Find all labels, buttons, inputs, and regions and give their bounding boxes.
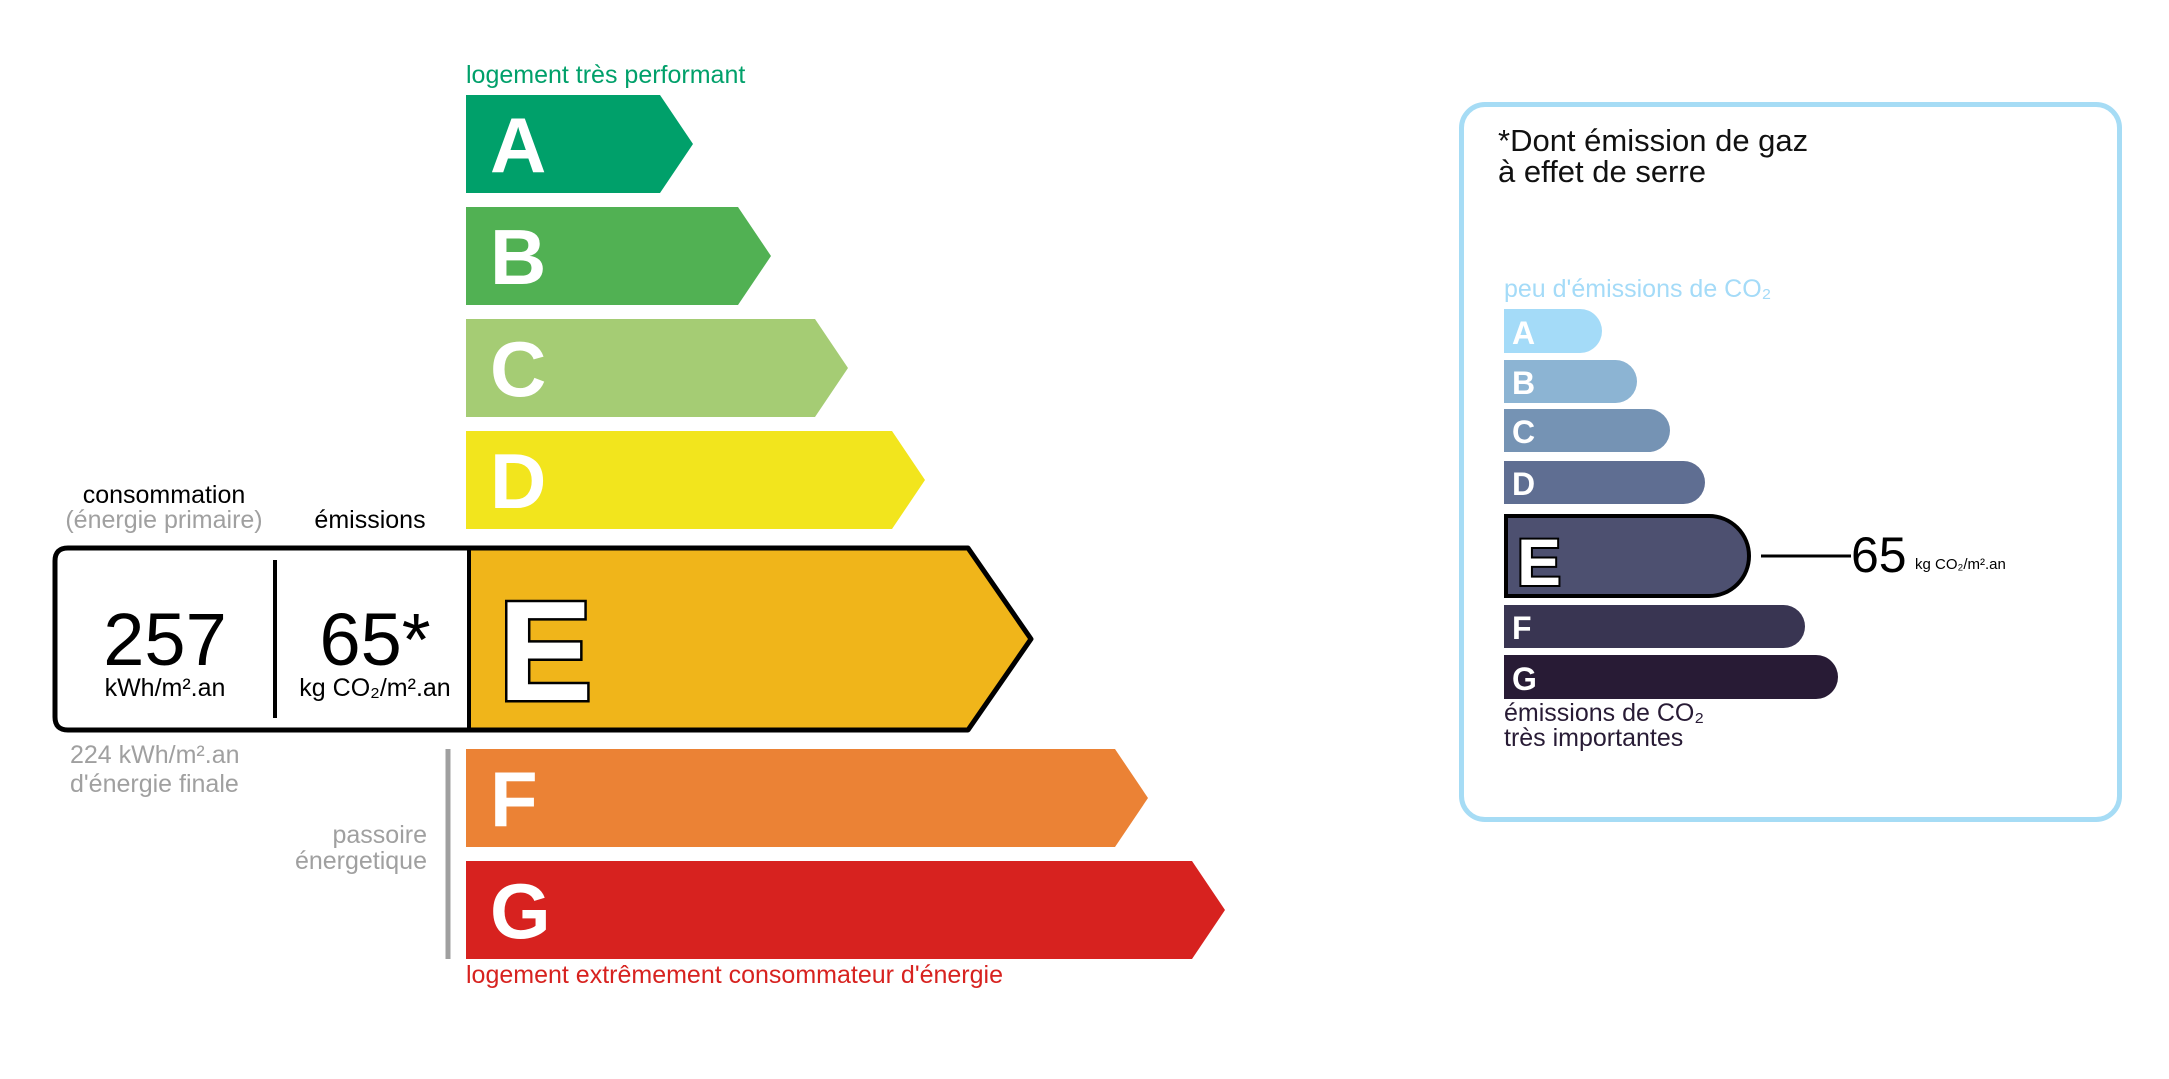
passoire-label-1: passoire (332, 821, 428, 849)
energy-bar-a (466, 95, 693, 193)
ges-unit: kg CO₂/m².an (1915, 556, 2006, 573)
energy-bar-g (466, 861, 1225, 959)
energy-letter-c: C (490, 325, 546, 413)
ges-letter-f: F (1512, 610, 1532, 646)
emissions-unit: kg CO₂/m².an (299, 674, 451, 702)
current-class-outline (52, 545, 1034, 733)
ges-bar-c (1504, 409, 1670, 452)
consumption-unit: kWh/m².an (104, 674, 226, 702)
ges-title-2: à effet de serre (1498, 154, 1706, 189)
ges-letter-a: A (1512, 315, 1535, 351)
energy-bottom-label: logement extrêmement consommateur d'éner… (466, 961, 1003, 989)
energy-letter-f: F (490, 755, 538, 843)
energy-bar-b (466, 207, 771, 305)
emissions-label: émissions (314, 506, 426, 534)
consumption-label: consommation (82, 481, 246, 509)
final-energy-value: 224 kWh/m².an (70, 741, 240, 769)
energy-letter-a: A (490, 101, 546, 189)
ges-letter-d: D (1512, 466, 1535, 502)
energy-bar-e (469, 548, 1031, 730)
passoire-label-2: énergetique (294, 847, 427, 875)
ges-bar-g (1504, 655, 1838, 699)
energy-top-label: logement très performant (466, 61, 746, 89)
ges-letter-g: G (1512, 661, 1537, 697)
energy-letter-b: B (490, 213, 546, 301)
ges-letter-b: B (1512, 365, 1535, 401)
energy-letter-d: D (490, 437, 546, 525)
ges-letter-c: C (1512, 414, 1535, 450)
ges-panel (1459, 102, 2122, 822)
ges-bar-e (1504, 514, 1751, 598)
consumption-value: 257 (103, 598, 227, 681)
ges-bar-d (1504, 461, 1705, 504)
energy-bar-c (466, 319, 848, 417)
emissions-value: 65* (319, 598, 431, 681)
ges-bottom-label-2: très importantes (1504, 724, 1684, 752)
ges-bottom-label-1: émissions de CO₂ (1504, 699, 1705, 727)
ges-bar-a (1504, 309, 1602, 353)
energy-bar-f (466, 749, 1148, 847)
final-energy-label: d'énergie finale (70, 770, 239, 798)
energy-bar-d (466, 431, 925, 529)
energy-letter-g: G (490, 867, 551, 955)
ges-top-label: peu d'émissions de CO₂ (1504, 275, 1772, 303)
ges-title-1: *Dont émission de gaz (1498, 123, 1809, 158)
ges-bar-b (1504, 360, 1637, 403)
energy-letter-e: E (498, 572, 593, 731)
consumption-sub-label: (énergie primaire) (65, 506, 263, 534)
ges-letter-e: E (1517, 525, 1561, 599)
ges-value: 65 (1851, 527, 1907, 583)
ges-bar-f (1504, 605, 1805, 648)
